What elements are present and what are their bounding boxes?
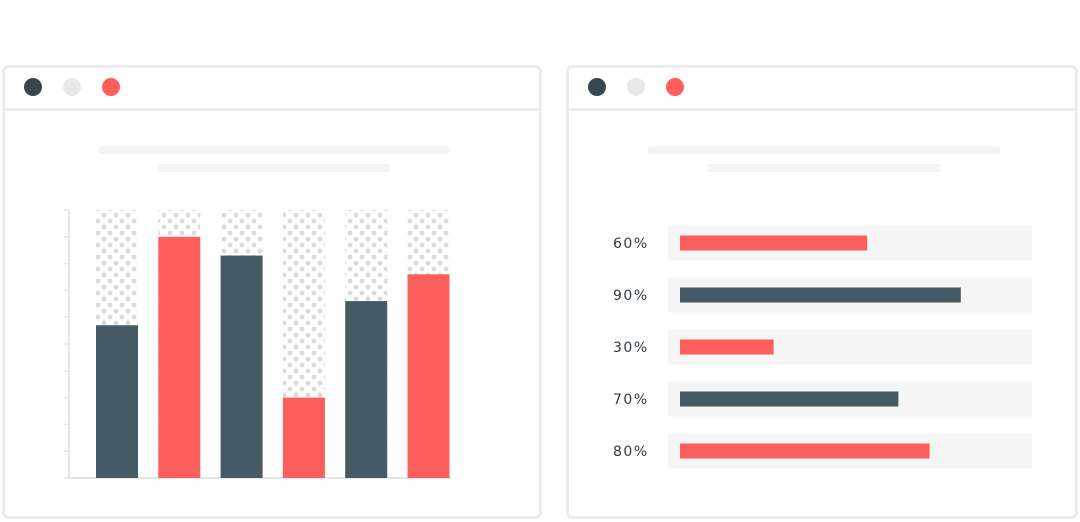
bar	[345, 301, 388, 478]
category-label: 90%	[613, 288, 649, 304]
horizontal-bar-chart: 60% 90% 30% 70% 80%	[613, 225, 1032, 469]
vertical-bar-chart	[64, 209, 451, 479]
placeholder-subtitle-line	[708, 164, 940, 172]
window-dot-dark-icon[interactable]	[24, 78, 42, 96]
bar	[680, 443, 930, 459]
category-label: 70%	[613, 392, 649, 408]
window-dot-light-icon[interactable]	[63, 78, 81, 96]
category-label: 80%	[613, 444, 649, 460]
bar	[680, 235, 868, 251]
bar	[680, 287, 961, 303]
window-dot-dark-icon[interactable]	[588, 78, 606, 96]
bar	[158, 236, 201, 478]
bar	[680, 339, 774, 355]
bar	[220, 255, 263, 478]
category-label: 60%	[613, 236, 649, 252]
bar	[407, 274, 450, 478]
window-dot-red-icon[interactable]	[102, 78, 120, 96]
right-window-titlebar	[569, 68, 1075, 111]
placeholder-title-line	[99, 146, 449, 154]
window-dot-red-icon[interactable]	[666, 78, 684, 96]
placeholder-subtitle-line	[159, 164, 389, 172]
left-browser-window	[2, 65, 542, 519]
window-dot-light-icon[interactable]	[627, 78, 645, 96]
right-browser-window: 60% 90% 30% 70% 80%	[566, 65, 1078, 519]
bar	[680, 391, 899, 407]
bar	[96, 325, 138, 478]
placeholder-title-line	[648, 146, 1000, 154]
left-window-titlebar	[5, 68, 539, 111]
bar	[282, 397, 325, 478]
category-label: 30%	[613, 340, 649, 356]
